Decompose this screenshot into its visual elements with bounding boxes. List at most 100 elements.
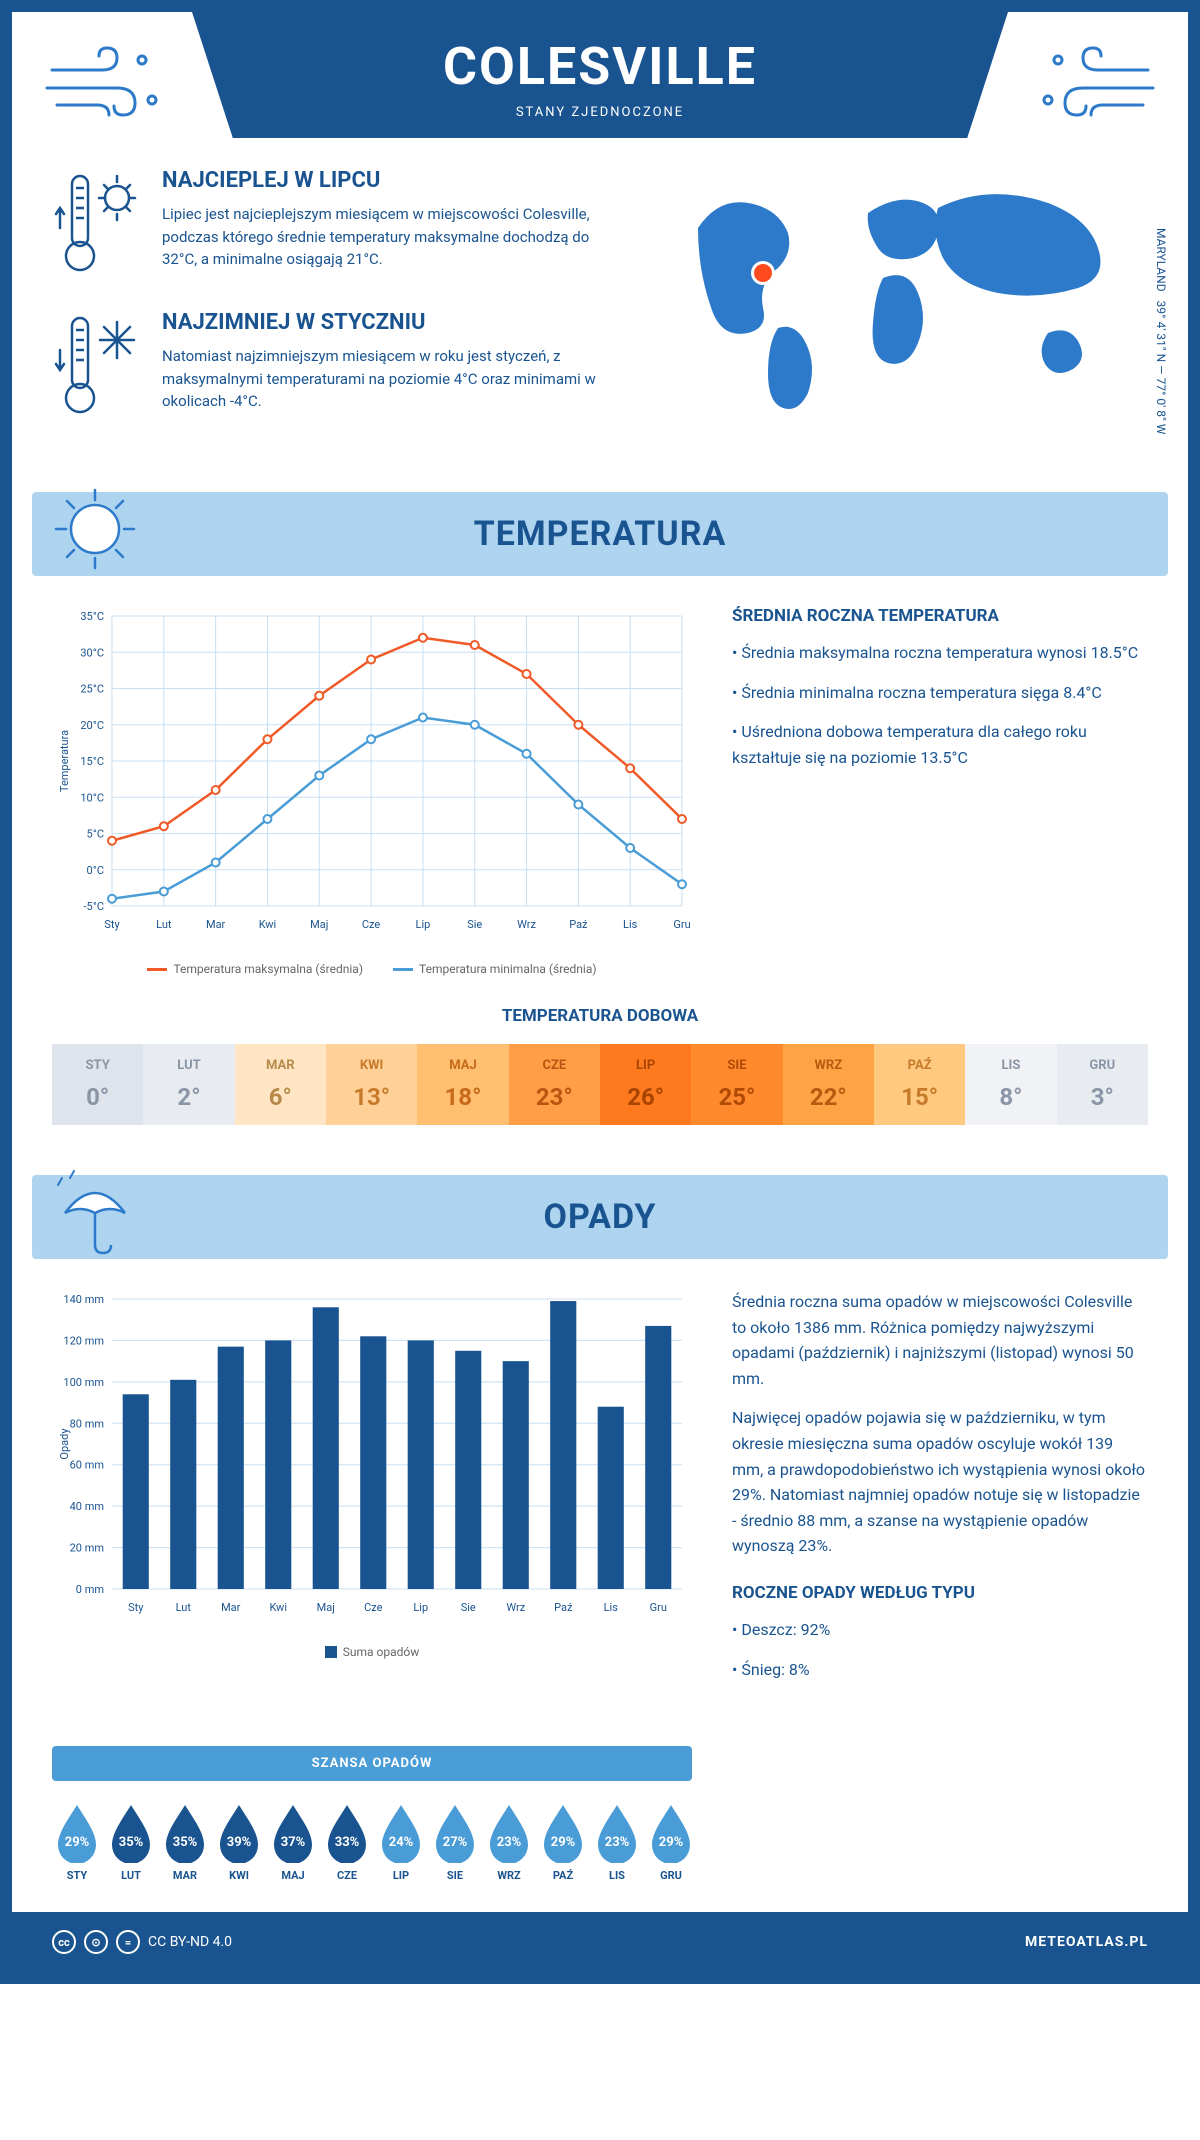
svg-text:Opady: Opady xyxy=(58,1428,71,1460)
umbrella-icon xyxy=(50,1163,140,1258)
svg-text:39%: 39% xyxy=(227,1835,252,1850)
svg-text:33%: 33% xyxy=(335,1835,360,1850)
svg-text:Gru: Gru xyxy=(650,1601,667,1614)
fact-warm-text: Lipiec jest najcieplejszym miesiącem w m… xyxy=(162,203,628,271)
temp-bullet: • Uśredniona dobowa temperatura dla całe… xyxy=(732,719,1148,770)
svg-text:Lip: Lip xyxy=(413,1601,428,1614)
svg-text:Cze: Cze xyxy=(364,1601,383,1614)
world-map xyxy=(668,168,1148,428)
chance-drop: 24% LIP xyxy=(376,1801,426,1882)
svg-text:-5°C: -5°C xyxy=(84,900,105,913)
svg-text:Maj: Maj xyxy=(310,918,328,931)
temperature-line-chart: -5°C0°C5°C10°C15°C20°C25°C30°C35°CStyLut… xyxy=(52,606,692,946)
temp-side-title: ŚREDNIA ROCZNA TEMPERATURA xyxy=(732,606,1148,626)
svg-text:120 mm: 120 mm xyxy=(63,1334,104,1347)
svg-text:40 mm: 40 mm xyxy=(70,1500,104,1513)
svg-text:29%: 29% xyxy=(659,1835,684,1850)
chance-drop: 35% LUT xyxy=(106,1801,156,1882)
svg-text:27%: 27% xyxy=(443,1835,468,1850)
svg-text:Sie: Sie xyxy=(461,1601,476,1614)
chance-drop: 35% MAR xyxy=(160,1801,210,1882)
chance-drop: 23% LIS xyxy=(592,1801,642,1882)
svg-text:29%: 29% xyxy=(65,1835,90,1850)
svg-text:Kwi: Kwi xyxy=(269,1601,287,1614)
chance-drop: 37% MAJ xyxy=(268,1801,318,1882)
chance-drop: 33% CZE xyxy=(322,1801,372,1882)
daily-temp-cell: LIS8° xyxy=(965,1044,1056,1125)
thermometer-snow-icon xyxy=(52,310,142,424)
section-temperature: TEMPERATURA xyxy=(32,492,1168,576)
svg-text:Cze: Cze xyxy=(362,918,381,931)
svg-text:5°C: 5°C xyxy=(87,828,104,841)
svg-text:Paź: Paź xyxy=(569,918,588,931)
city-title: COLESVILLE xyxy=(192,36,1008,97)
svg-text:35%: 35% xyxy=(173,1835,198,1850)
nd-icon: = xyxy=(116,1930,140,1954)
fact-cold-text: Natomiast najzimniejszym miesiącem w rok… xyxy=(162,345,628,413)
thermometer-sun-icon xyxy=(52,168,142,282)
coordinates: MARYLAND 39° 4' 31" N — 77° 0' 8" W xyxy=(1154,228,1168,434)
fact-warm-title: NAJCIEPLEJ W LIPCU xyxy=(162,168,628,193)
wind-icon-left xyxy=(42,40,172,130)
svg-text:35%: 35% xyxy=(119,1835,144,1850)
daily-temp-cell: GRU3° xyxy=(1057,1044,1148,1125)
svg-text:Lut: Lut xyxy=(176,1601,192,1614)
svg-text:0 mm: 0 mm xyxy=(76,1583,104,1596)
svg-text:Kwi: Kwi xyxy=(259,918,277,931)
svg-text:23%: 23% xyxy=(497,1835,522,1850)
chance-drop: 23% WRZ xyxy=(484,1801,534,1882)
svg-text:Lis: Lis xyxy=(623,918,638,931)
precip-type-item: • Śnieg: 8% xyxy=(732,1657,1148,1683)
svg-text:Wrz: Wrz xyxy=(506,1601,525,1614)
footer: cc ⊙ = CC BY-ND 4.0 METEOATLAS.PL xyxy=(12,1912,1188,1972)
header-banner: COLESVILLE STANY ZJEDNOCZONE xyxy=(192,12,1008,138)
svg-text:Mar: Mar xyxy=(206,918,226,931)
sun-icon xyxy=(50,484,140,574)
chance-title: SZANSA OPADÓW xyxy=(52,1756,692,1771)
svg-text:10°C: 10°C xyxy=(80,791,104,804)
svg-text:30°C: 30°C xyxy=(80,646,104,659)
svg-text:25°C: 25°C xyxy=(80,683,104,696)
svg-text:Lut: Lut xyxy=(156,918,172,931)
daily-temp-cell: LIP26° xyxy=(600,1044,691,1125)
chance-drops: 29% STY 35% LUT 35% MAR 39% KWI 37% MAJ … xyxy=(12,1791,732,1912)
svg-text:15°C: 15°C xyxy=(80,755,104,768)
wind-icon-right xyxy=(1028,40,1158,130)
chance-drop: 29% PAŹ xyxy=(538,1801,588,1882)
temp-bullet: • Średnia minimalna roczna temperatura s… xyxy=(732,680,1148,706)
svg-text:Wrz: Wrz xyxy=(517,918,536,931)
svg-text:Lis: Lis xyxy=(604,1601,619,1614)
daily-temp-cell: LUT2° xyxy=(143,1044,234,1125)
precip-heading: OPADY xyxy=(32,1197,1168,1237)
site-name: METEOATLAS.PL xyxy=(1025,1934,1148,1950)
svg-text:20°C: 20°C xyxy=(80,719,104,732)
precip-type-title: ROCZNE OPADY WEDŁUG TYPU xyxy=(732,1583,1148,1603)
svg-text:37%: 37% xyxy=(281,1835,306,1850)
daily-temp-cell: WRZ22° xyxy=(783,1044,874,1125)
svg-text:100 mm: 100 mm xyxy=(63,1376,104,1389)
daily-temp-grid: STY0°LUT2°MAR6°KWI13°MAJ18°CZE23°LIP26°S… xyxy=(52,1044,1148,1125)
daily-temp-cell: CZE23° xyxy=(509,1044,600,1125)
precip-p2: Najwięcej opadów pojawia się w październ… xyxy=(732,1405,1148,1559)
chance-drop: 29% GRU xyxy=(646,1801,696,1882)
chance-bar: SZANSA OPADÓW xyxy=(52,1746,692,1781)
svg-text:140 mm: 140 mm xyxy=(63,1293,104,1306)
svg-text:Temperatura: Temperatura xyxy=(58,730,71,792)
chance-drop: 39% KWI xyxy=(214,1801,264,1882)
daily-temp-cell: SIE25° xyxy=(691,1044,782,1125)
svg-text:Maj: Maj xyxy=(317,1601,335,1614)
fact-coldest: NAJZIMNIEJ W STYCZNIU Natomiast najzimni… xyxy=(52,310,628,424)
daily-temp-cell: KWI13° xyxy=(326,1044,417,1125)
daily-temp-cell: PAŹ15° xyxy=(874,1044,965,1125)
svg-text:20 mm: 20 mm xyxy=(70,1542,104,1555)
svg-text:Mar: Mar xyxy=(221,1601,241,1614)
svg-text:60 mm: 60 mm xyxy=(70,1459,104,1472)
svg-text:29%: 29% xyxy=(551,1835,576,1850)
svg-text:Lip: Lip xyxy=(416,918,431,931)
precip-type-item: • Deszcz: 92% xyxy=(732,1617,1148,1643)
temp-heading: TEMPERATURA xyxy=(32,514,1168,554)
country-subtitle: STANY ZJEDNOCZONE xyxy=(192,105,1008,120)
daily-temp-cell: STY0° xyxy=(52,1044,143,1125)
daily-temp-title: TEMPERATURA DOBOWA xyxy=(52,1006,1148,1026)
by-icon: ⊙ xyxy=(84,1930,108,1954)
